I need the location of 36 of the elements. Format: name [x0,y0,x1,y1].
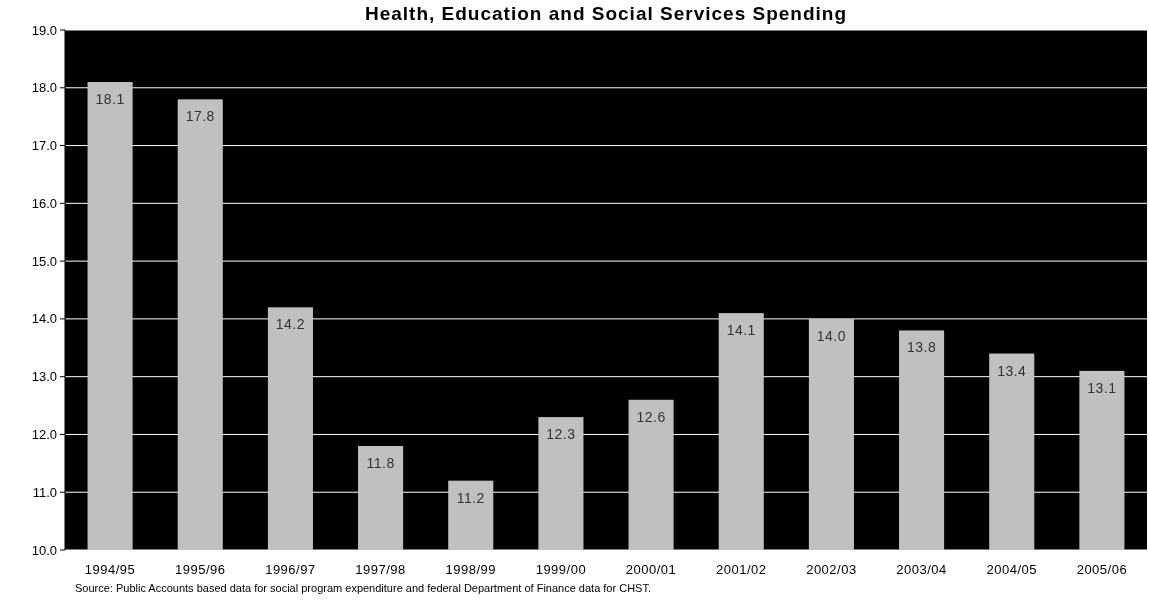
data-label: 14.1 [726,322,756,339]
data-label: 11.2 [456,489,485,506]
x-tick-label: 1996/97 [265,562,316,577]
x-tick-label: 2004/05 [986,562,1037,577]
data-label: 13.4 [997,362,1027,379]
y-tick-label: 17.0 [31,138,57,154]
x-tick-label: 2005/06 [1076,562,1128,577]
data-label: 14.2 [275,316,306,333]
y-tick-label: 11.0 [32,484,57,500]
x-tick-label: 2000/01 [625,562,677,577]
data-label: 12.3 [546,426,576,443]
y-tick-label: 10.0 [31,542,57,558]
data-label: 12.6 [636,408,666,425]
x-tick-label: 1998/99 [445,562,496,577]
data-label: 17.8 [185,108,215,125]
x-tick-label: 1995/96 [175,562,226,577]
y-tick-label: 19.0 [31,22,57,38]
y-tick-label: 18.0 [31,80,57,96]
x-tick-label: 1994/95 [84,562,136,577]
data-label: 13.1 [1087,379,1117,396]
y-tick-label: 16.0 [31,195,57,211]
y-tick-label: 14.0 [31,311,57,327]
data-label: 11.8 [366,455,395,471]
x-tick-label: 2003/04 [896,562,947,577]
x-tick-label: 1997/98 [355,562,406,577]
x-tick-label: 2001/02 [716,562,767,577]
x-tick-label: 1999/00 [535,562,587,577]
source-note: Source: Public Accounts based data for social program expenditure and federal Department of Finance data for CHST. [75,582,651,594]
data-label: 13.8 [906,339,937,356]
chart-title: Health, Education and Social Services Spending [364,3,848,24]
y-tick-label: 12.0 [31,426,57,442]
data-label: 14.0 [816,327,847,344]
data-label: 18.1 [95,91,125,107]
y-tick-label: 13.0 [31,369,57,385]
y-tick-label: 15.0 [31,253,57,269]
x-tick-label: 2002/03 [806,562,857,577]
